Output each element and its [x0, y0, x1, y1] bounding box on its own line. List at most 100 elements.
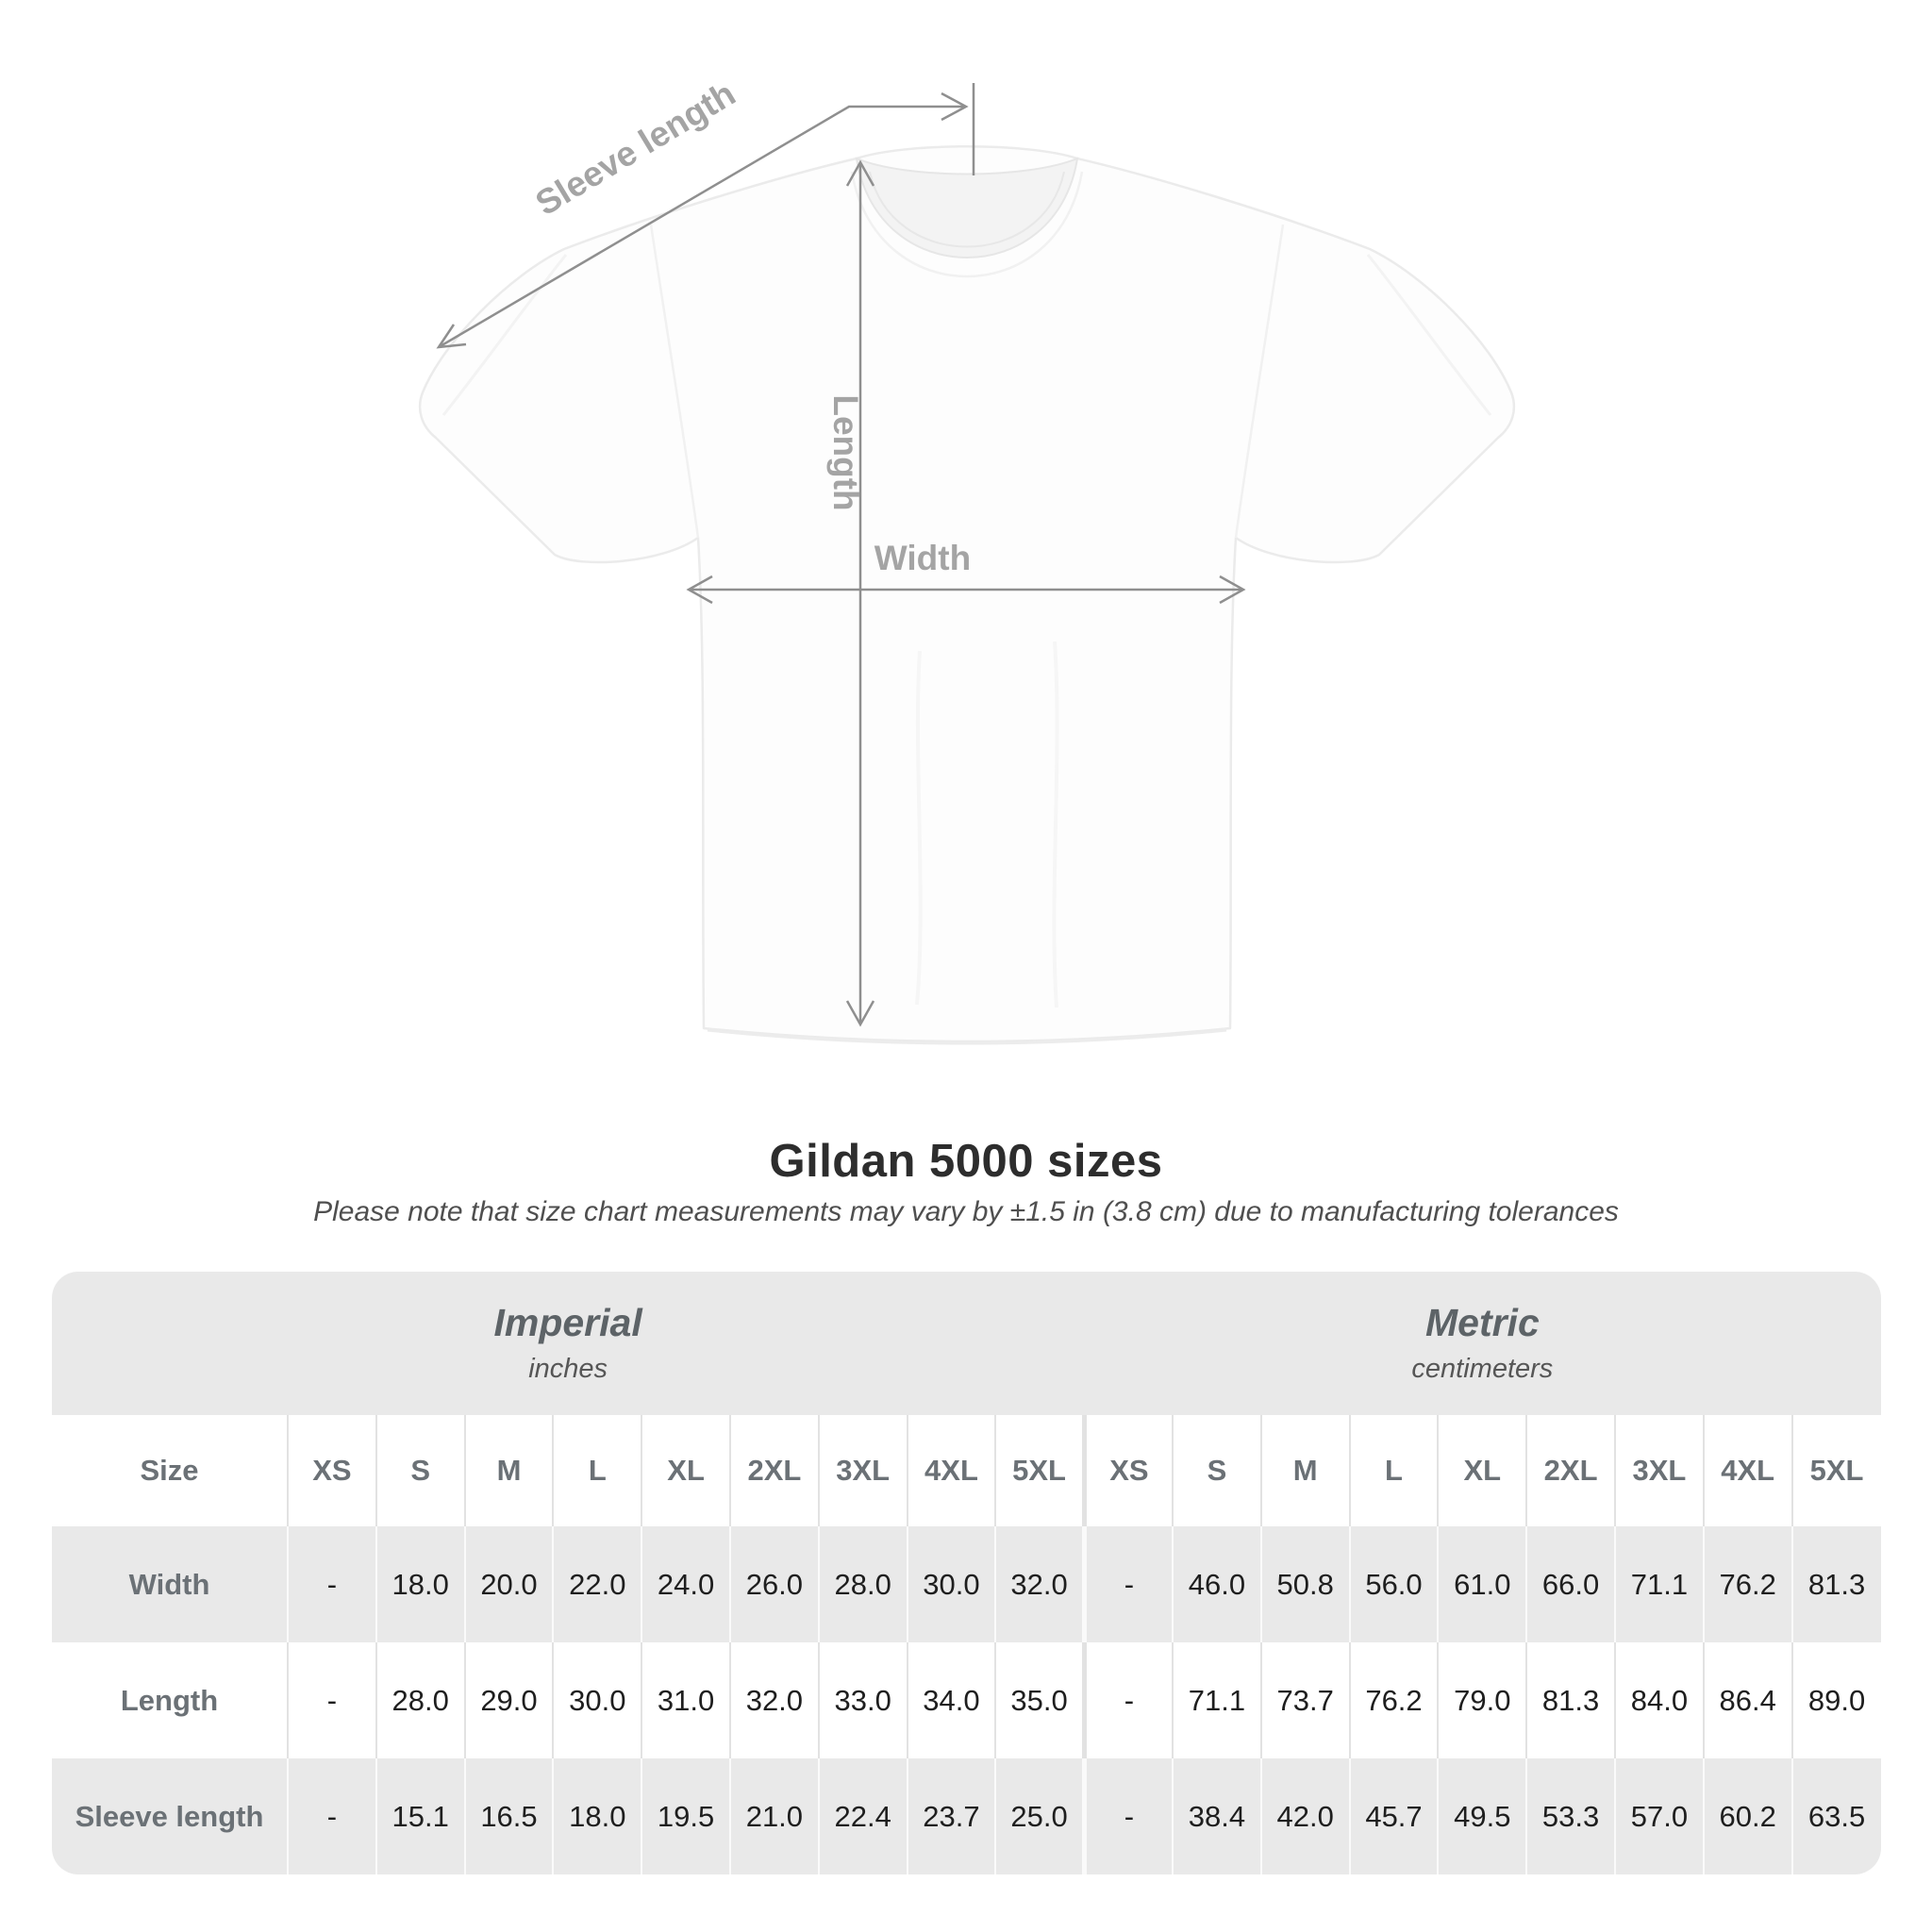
value-cell: 60.2: [1702, 1758, 1792, 1874]
value-cell: 46.0: [1172, 1526, 1261, 1642]
size-header-cell: L: [552, 1415, 642, 1526]
value-cell: 45.7: [1348, 1758, 1439, 1874]
value-cell: 16.5: [463, 1758, 554, 1874]
value-cell: 66.0: [1525, 1526, 1615, 1642]
value-cell: 71.1: [1172, 1642, 1261, 1758]
size-header-cell: 2XL: [1525, 1415, 1615, 1526]
value-cell: 29.0: [463, 1642, 554, 1758]
value-cell: -: [287, 1526, 376, 1642]
value-cell: 32.0: [728, 1642, 819, 1758]
value-cell: 84.0: [1614, 1642, 1704, 1758]
size-header-cell: 5XL: [1790, 1415, 1881, 1526]
value-cell: -: [1081, 1758, 1174, 1874]
sleeve-length-row: Sleeve length - 15.1 16.5 18.0 19.5 21.0…: [52, 1758, 1881, 1874]
unit-group-row: Imperial inches Metric centimeters: [52, 1272, 1881, 1415]
value-cell: 63.5: [1790, 1758, 1881, 1874]
value-cell: 34.0: [906, 1642, 996, 1758]
value-cell: 28.0: [817, 1526, 908, 1642]
size-header-cell: M: [1259, 1415, 1350, 1526]
size-column-header: Size: [52, 1415, 288, 1526]
value-cell: 53.3: [1525, 1758, 1615, 1874]
size-header-row: Size XS S M L XL 2XL 3XL 4XL 5XL XS S M …: [52, 1415, 1881, 1526]
value-cell: 30.0: [552, 1642, 642, 1758]
value-cell: -: [287, 1758, 376, 1874]
row-label: Sleeve length: [52, 1758, 288, 1874]
value-cell: 25.0: [994, 1758, 1085, 1874]
value-cell: 35.0: [994, 1642, 1085, 1758]
value-cell: 81.3: [1790, 1526, 1881, 1642]
value-cell: 71.1: [1614, 1526, 1704, 1642]
value-cell: -: [1081, 1642, 1174, 1758]
value-cell: 86.4: [1702, 1642, 1792, 1758]
collar-opening: [855, 157, 1079, 258]
imperial-group-unit: inches: [528, 1353, 608, 1384]
value-cell: 22.0: [552, 1526, 642, 1642]
value-cell: 28.0: [375, 1642, 465, 1758]
width-diagram-label: Width: [874, 539, 971, 577]
value-cell: 20.0: [463, 1526, 554, 1642]
value-cell: 18.0: [375, 1526, 465, 1642]
value-cell: 81.3: [1525, 1642, 1615, 1758]
row-label: Width: [52, 1526, 288, 1642]
value-cell: 32.0: [994, 1526, 1085, 1642]
tshirt-illustration: [418, 145, 1516, 1045]
size-chart-table: Imperial inches Metric centimeters Size …: [52, 1272, 1881, 1874]
size-header-cell: 4XL: [1702, 1415, 1792, 1526]
value-cell: 79.0: [1437, 1642, 1527, 1758]
size-header-cell: XS: [1081, 1415, 1174, 1526]
size-header-cell: 5XL: [994, 1415, 1085, 1526]
arrowhead-right2: [1219, 575, 1246, 605]
size-header-cell: L: [1348, 1415, 1439, 1526]
value-cell: 42.0: [1259, 1758, 1350, 1874]
value-cell: 56.0: [1348, 1526, 1439, 1642]
metric-group-header: Metric centimeters: [1084, 1272, 1881, 1415]
value-cell: 76.2: [1702, 1526, 1792, 1642]
imperial-group-header: Imperial inches: [52, 1272, 1085, 1415]
size-header-cell: S: [375, 1415, 465, 1526]
value-cell: 19.5: [641, 1758, 730, 1874]
value-cell: 24.0: [641, 1526, 730, 1642]
width-row: Width - 18.0 20.0 22.0 24.0 26.0 28.0 30…: [52, 1526, 1881, 1642]
size-header-cell: 2XL: [728, 1415, 819, 1526]
value-cell: 31.0: [641, 1642, 730, 1758]
size-header-cell: S: [1172, 1415, 1261, 1526]
metric-group-unit: centimeters: [1411, 1353, 1554, 1384]
length-diagram-label: Length: [826, 394, 865, 510]
tshirt-measurement-diagram: Sleeve length Length Width: [418, 74, 1516, 1045]
size-header-cell: 3XL: [817, 1415, 908, 1526]
value-cell: 33.0: [817, 1642, 908, 1758]
value-cell: 23.7: [906, 1758, 996, 1874]
imperial-group-name: Imperial: [493, 1301, 642, 1345]
value-cell: 38.4: [1172, 1758, 1261, 1874]
sleeve-length-line: [438, 105, 966, 349]
size-header-cell: XL: [641, 1415, 730, 1526]
length-row: Length - 28.0 29.0 30.0 31.0 32.0 33.0 3…: [52, 1642, 1881, 1758]
size-header-cell: XL: [1437, 1415, 1527, 1526]
size-header-cell: 3XL: [1614, 1415, 1704, 1526]
size-header-cell: 4XL: [906, 1415, 996, 1526]
value-cell: 21.0: [728, 1758, 819, 1874]
size-header-cell: M: [463, 1415, 554, 1526]
arrowhead-left: [686, 575, 713, 605]
value-cell: 57.0: [1614, 1758, 1704, 1874]
row-label: Length: [52, 1642, 288, 1758]
value-cell: -: [287, 1642, 376, 1758]
metric-group-name: Metric: [1424, 1301, 1540, 1345]
value-cell: -: [1081, 1526, 1174, 1642]
value-cell: 50.8: [1259, 1526, 1350, 1642]
value-cell: 89.0: [1790, 1642, 1881, 1758]
size-header-cell: XS: [287, 1415, 376, 1526]
value-cell: 18.0: [552, 1758, 642, 1874]
arrowhead-down: [845, 1000, 875, 1027]
arrowhead-sleeve-end: [436, 324, 467, 349]
value-cell: 30.0: [906, 1526, 996, 1642]
arrowhead-up: [845, 159, 875, 187]
value-cell: 61.0: [1437, 1526, 1527, 1642]
arrowhead-right: [941, 92, 969, 122]
value-cell: 22.4: [817, 1758, 908, 1874]
value-cell: 26.0: [728, 1526, 819, 1642]
value-cell: 49.5: [1437, 1758, 1527, 1874]
value-cell: 15.1: [375, 1758, 465, 1874]
tolerance-note: Please note that size chart measurements…: [313, 1196, 1619, 1227]
